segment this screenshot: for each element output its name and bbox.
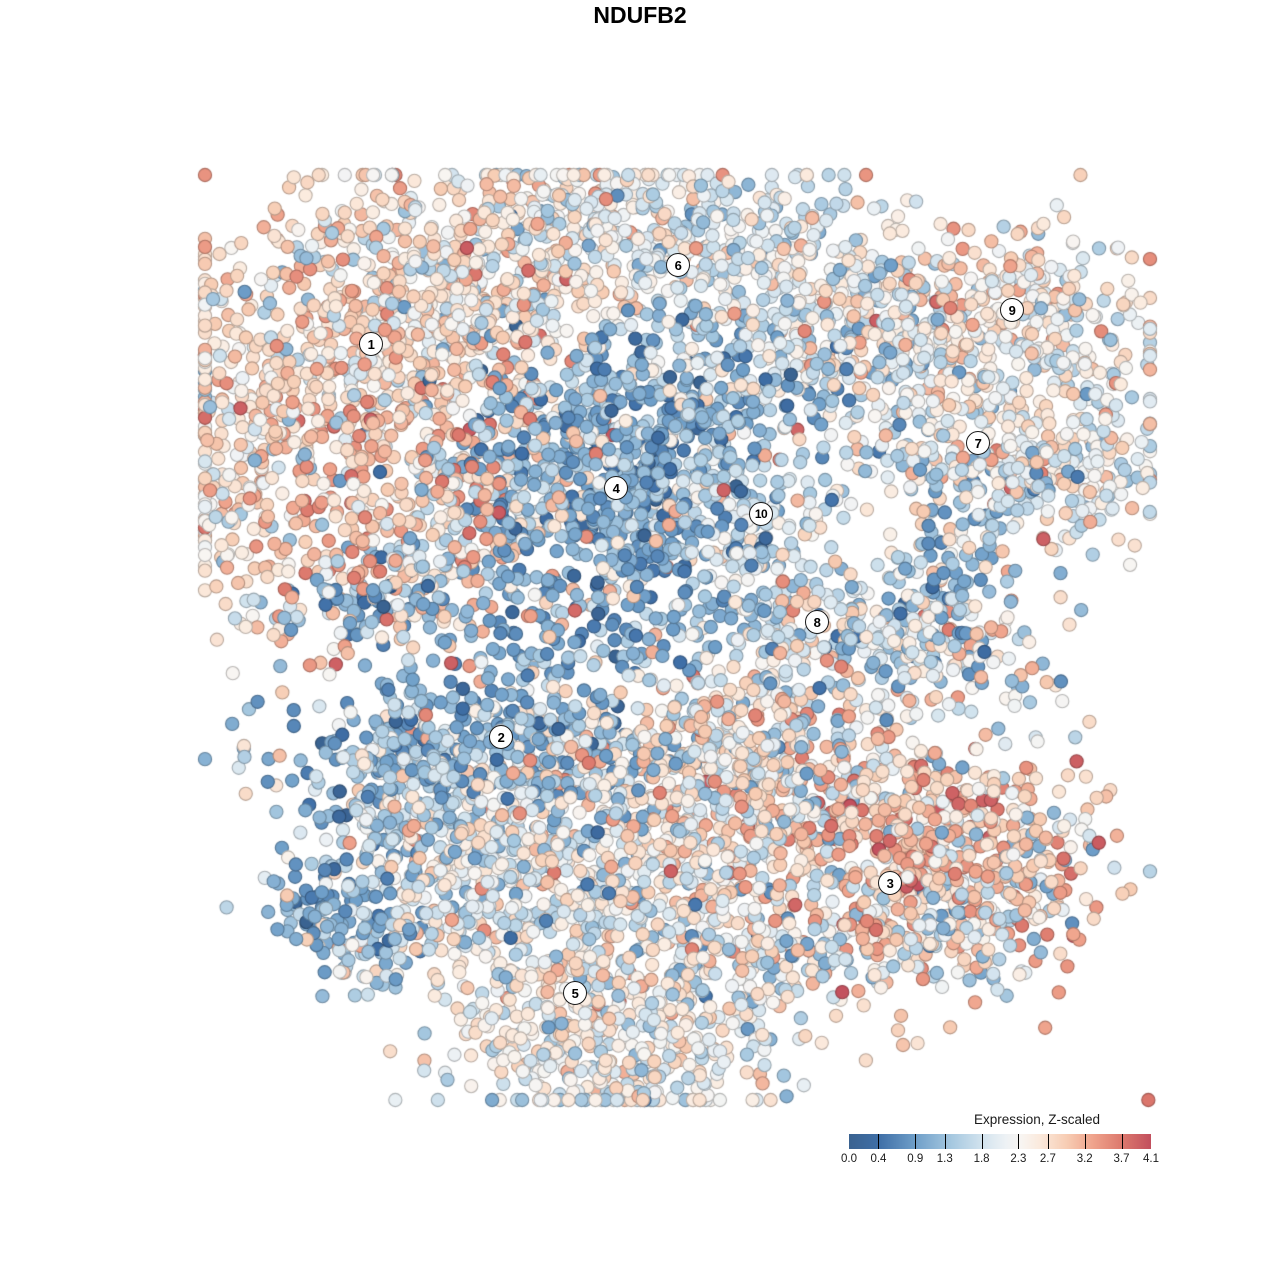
colorbar-tick-label: 4.1 <box>1143 1153 1159 1165</box>
cluster-label-7: 7 <box>966 431 990 455</box>
colorbar-gradient <box>849 1134 1151 1149</box>
colorbar-tick-mark <box>878 1134 880 1149</box>
colorbar-tick-label: 1.8 <box>973 1153 990 1165</box>
colorbar-tick-label: 0.9 <box>907 1153 924 1165</box>
cluster-label-10: 10 <box>749 502 773 526</box>
cluster-label-2: 2 <box>489 725 513 749</box>
colorbar-tick-mark <box>915 1134 917 1149</box>
colorbar-tick-mark <box>1018 1134 1020 1149</box>
cluster-label-1: 1 <box>359 332 383 356</box>
legend-title: Expression, Z-scaled <box>973 1112 1101 1127</box>
colorbar-tick-mark <box>1121 1134 1123 1149</box>
cluster-label-8: 8 <box>805 610 829 634</box>
colorbar-tick-label: 3.2 <box>1076 1153 1093 1165</box>
cluster-label-5: 5 <box>563 981 587 1005</box>
colorbar-tick-mark <box>1047 1134 1049 1149</box>
colorbar-tick-mark <box>981 1134 983 1149</box>
colorbar-tick-label: 0.4 <box>870 1153 887 1165</box>
colorbar-tick-mark <box>1084 1134 1086 1149</box>
colorbar-tick-label: 2.3 <box>1010 1153 1027 1165</box>
cluster-label-3: 3 <box>878 871 902 895</box>
cluster-label-9: 9 <box>1000 298 1024 322</box>
colorbar-tick-label: 3.7 <box>1113 1153 1130 1165</box>
colorbar-tick-mark <box>944 1134 946 1149</box>
colorbar-tick-label: 0.0 <box>841 1153 857 1165</box>
colorbar-tick-label: 1.3 <box>936 1153 953 1165</box>
colorbar-tick-label: 2.7 <box>1039 1153 1056 1165</box>
cluster-label-6: 6 <box>666 253 690 277</box>
cluster-label-4: 4 <box>604 476 628 500</box>
